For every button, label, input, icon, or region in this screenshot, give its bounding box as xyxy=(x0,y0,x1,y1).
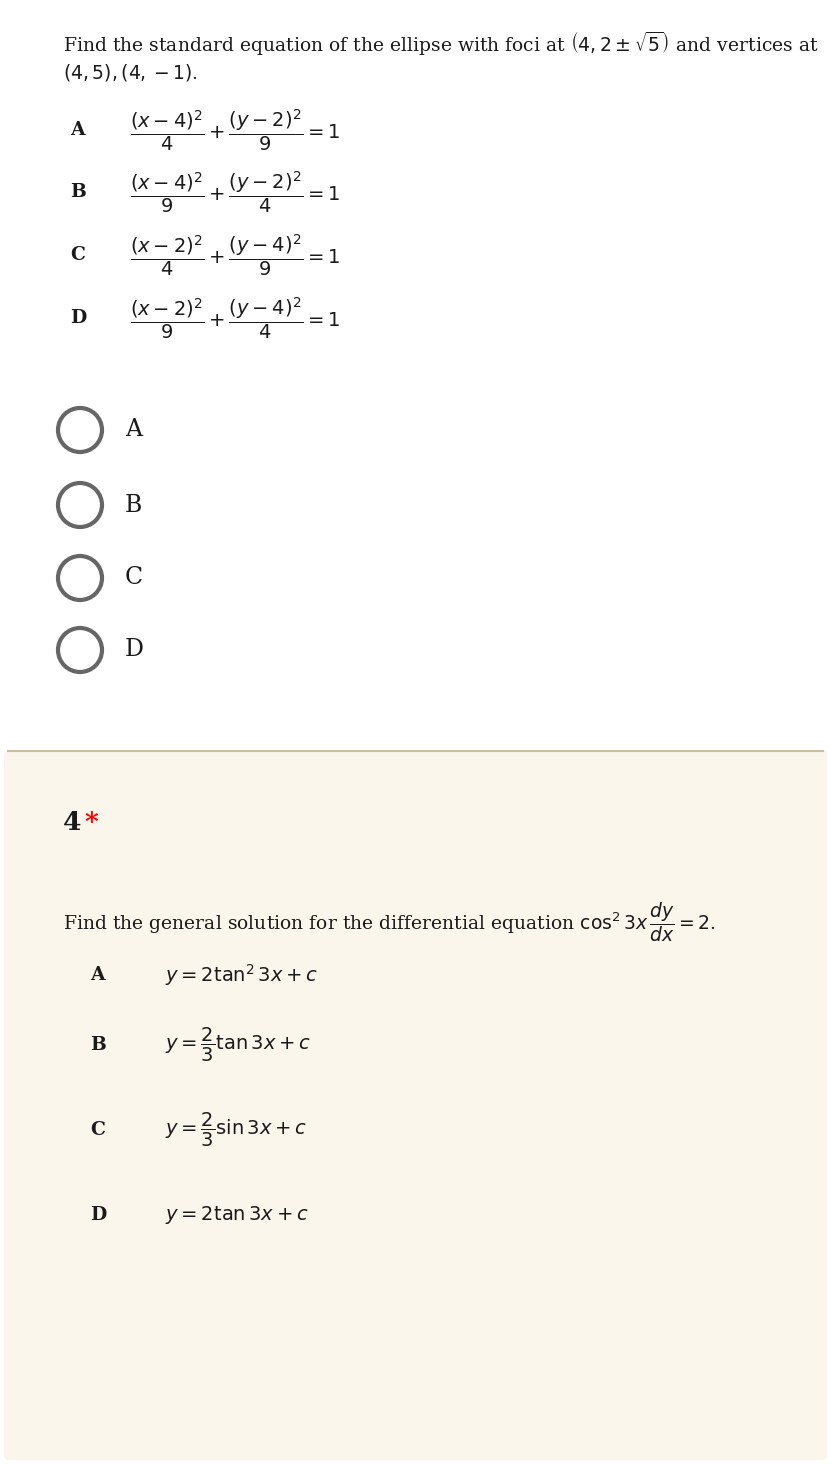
Text: C: C xyxy=(125,567,143,590)
Text: $\dfrac{(x-4)^{2}}{4}+\dfrac{(y-2)^{2}}{9}=1$: $\dfrac{(x-4)^{2}}{4}+\dfrac{(y-2)^{2}}{… xyxy=(130,107,341,154)
Text: $y=\dfrac{2}{3}\sin 3x+c$: $y=\dfrac{2}{3}\sin 3x+c$ xyxy=(165,1111,307,1149)
Text: $\dfrac{(x-2)^{2}}{9}+\dfrac{(y-4)^{2}}{4}=1$: $\dfrac{(x-2)^{2}}{9}+\dfrac{(y-4)^{2}}{… xyxy=(130,296,341,341)
Text: $\dfrac{(x-2)^{2}}{4}+\dfrac{(y-4)^{2}}{9}=1$: $\dfrac{(x-2)^{2}}{4}+\dfrac{(y-4)^{2}}{… xyxy=(130,231,341,278)
FancyBboxPatch shape xyxy=(4,751,827,1460)
Text: $y=2\tan 3x+c$: $y=2\tan 3x+c$ xyxy=(165,1203,309,1225)
Text: A: A xyxy=(90,966,105,984)
Text: Find the standard equation of the ellipse with foci at $\left(4,2\pm\sqrt{5}\rig: Find the standard equation of the ellips… xyxy=(63,29,819,59)
Text: A: A xyxy=(125,419,142,442)
Text: Find the general solution for the differential equation $\cos^{2}3x\,\dfrac{dy}{: Find the general solution for the differ… xyxy=(63,900,715,944)
Text: B: B xyxy=(70,183,86,201)
Text: A: A xyxy=(70,122,85,139)
Text: D: D xyxy=(125,638,144,662)
Text: C: C xyxy=(70,246,85,264)
Text: B: B xyxy=(125,493,142,517)
Text: D: D xyxy=(90,1206,106,1224)
Text: $\dfrac{(x-4)^{2}}{9}+\dfrac{(y-2)^{2}}{4}=1$: $\dfrac{(x-4)^{2}}{9}+\dfrac{(y-2)^{2}}{… xyxy=(130,168,341,215)
Text: $y=\dfrac{2}{3}\tan 3x+c$: $y=\dfrac{2}{3}\tan 3x+c$ xyxy=(165,1026,312,1064)
FancyBboxPatch shape xyxy=(4,4,827,742)
Text: *: * xyxy=(84,810,98,834)
Text: C: C xyxy=(90,1121,105,1139)
Text: B: B xyxy=(90,1037,106,1054)
Text: D: D xyxy=(70,309,86,326)
Text: 4: 4 xyxy=(63,810,81,834)
Text: $(4,5),(4,-1)$.: $(4,5),(4,-1)$. xyxy=(63,61,198,83)
Text: $y=2\tan^{2}3x+c$: $y=2\tan^{2}3x+c$ xyxy=(165,962,318,988)
